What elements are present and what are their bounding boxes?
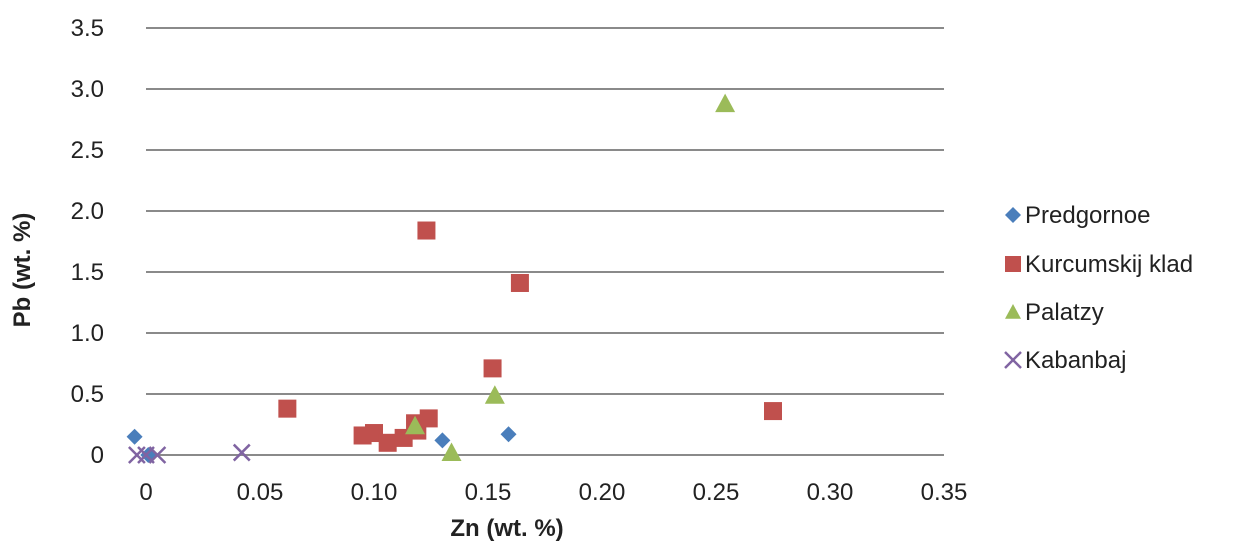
y-tick-label: 1.0 [71,320,104,347]
legend-marker-kurcumskij-klad [1005,256,1021,272]
point-kabanbaj [232,443,251,462]
legend-marker-predgornoe [1005,207,1021,223]
x-axis-title: Zn (wt. %) [450,515,563,542]
point-kurcumskij-klad [365,424,383,443]
y-axis-ticks: 0 0.5 1.0 1.5 2.0 2.5 3.0 3.5 [71,15,104,469]
legend-item-kurcumskij-klad: Kurcumskij klad [1005,251,1193,278]
data-points [126,93,782,464]
point-palatzy [405,415,426,435]
legend-item-palatzy: Palatzy [1005,299,1104,326]
point-predgornoe [434,432,451,449]
legend-item-predgornoe: Predgornoe [1005,202,1150,229]
x-marker-stroke [232,443,251,462]
legend-label-palatzy: Palatzy [1025,299,1104,326]
x-marker-stroke [1004,351,1022,369]
point-kurcumskij-klad [417,221,436,240]
point-palatzy [441,442,462,462]
point-kurcumskij-klad [483,359,502,378]
point-kabanbaj [148,446,167,464]
x-tick-label: 0.35 [921,479,968,506]
point-kurcumskij-klad [510,273,529,292]
y-tick-label: 0 [91,442,104,469]
x-tick-label: 0.15 [465,479,512,506]
y-tick-label: 1.5 [71,259,104,286]
legend-label-kurcumskij-klad: Kurcumskij klad [1025,251,1193,278]
legend-marker-palatzy [1005,304,1021,319]
point-kurcumskij-klad [378,433,397,452]
x-tick-label: 0.10 [351,479,398,506]
point-predgornoe [500,426,517,443]
point-kurcumskij-klad [764,402,782,421]
x-tick-label: 0 [139,479,152,506]
legend: Predgornoe Kurcumskij klad Palatzy Kabanbaj [1004,202,1193,374]
legend-marker-kabanbaj [1004,351,1022,369]
y-tick-label: 3.5 [71,15,104,42]
x-axis-ticks: 0 0.05 0.10 0.15 0.20 0.25 0.30 0.35 [139,479,967,506]
point-kurcumskij-klad [278,399,297,418]
legend-label-kabanbaj: Kabanbaj [1025,347,1126,374]
y-tick-label: 2.0 [71,198,104,225]
point-palatzy [715,93,736,113]
y-tick-label: 3.0 [71,76,104,103]
x-tick-label: 0.05 [237,479,284,506]
point-kurcumskij-klad [419,409,438,428]
x-tick-label: 0.20 [579,479,626,506]
x-tick-label: 0.30 [807,479,854,506]
x-marker-stroke [148,446,167,464]
y-axis-title: Pb (wt. %) [9,213,36,328]
y-tick-label: 2.5 [71,137,104,164]
point-predgornoe [126,428,143,445]
legend-label-predgornoe: Predgornoe [1025,202,1150,229]
gridlines [146,27,944,456]
x-tick-label: 0.25 [693,479,740,506]
point-palatzy [484,385,505,404]
y-tick-label: 0.5 [71,381,104,408]
legend-item-kabanbaj: Kabanbaj [1004,347,1126,374]
